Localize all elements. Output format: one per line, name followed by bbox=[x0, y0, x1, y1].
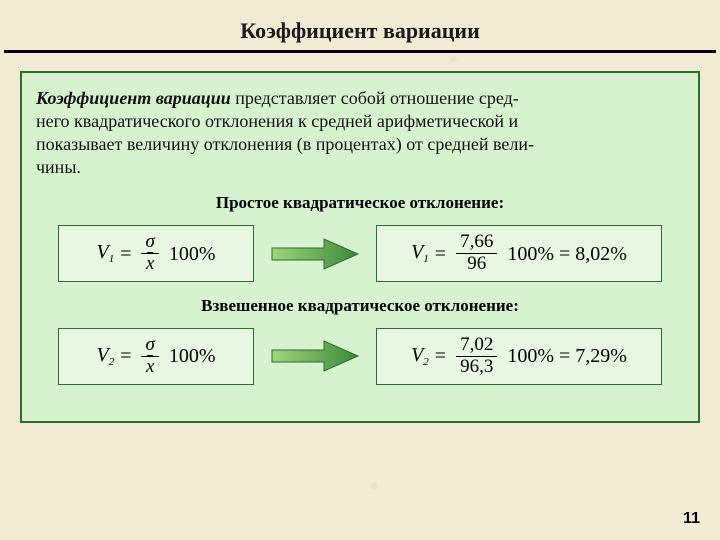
section1-heading: Простое квадратическое отклонение: bbox=[36, 193, 684, 213]
section2-row: V2 = σ x 100% V2 = bbox=[58, 328, 662, 385]
definition-line4: чины. bbox=[36, 157, 81, 177]
equals-sign: = bbox=[435, 244, 446, 264]
arrow-icon bbox=[270, 236, 360, 272]
v1-symbol-r: V1 bbox=[411, 242, 429, 265]
tail-result: 100% = 8,02% bbox=[507, 244, 627, 264]
definition-term: Коэффициент вариации bbox=[36, 88, 231, 108]
v2-symbol: V2 bbox=[96, 345, 114, 368]
sigma-over-xbar: σ x bbox=[141, 232, 158, 275]
equals-sign: = bbox=[435, 346, 446, 366]
tail-100pct-2: 100% bbox=[169, 346, 216, 366]
definition-line2: него квадратического отклонения к средне… bbox=[36, 111, 518, 131]
tail-result-2: 100% = 7,29% bbox=[507, 346, 627, 366]
equals-sign: = bbox=[120, 346, 131, 366]
content-panel: Коэффициент вариации представляет собой … bbox=[20, 71, 700, 423]
sigma-over-xbar-2: σ x bbox=[141, 335, 158, 378]
page-number: 11 bbox=[683, 510, 700, 528]
arrow-icon bbox=[270, 338, 360, 374]
equals-sign: = bbox=[120, 244, 131, 264]
section1-formula-symbolic: V1 = σ x 100% bbox=[58, 225, 254, 282]
tail-100pct: 100% bbox=[169, 244, 216, 264]
section1-row: V1 = σ x 100% V1 = bbox=[58, 225, 662, 282]
section2-formula-symbolic: V2 = σ x 100% bbox=[58, 328, 254, 385]
definition-line1: представляет собой отношение сред- bbox=[231, 88, 519, 108]
fraction-7-66-96: 7,66 96 bbox=[456, 232, 497, 275]
section2-formula-numeric: V2 = 7,02 96,3 100% = 7,29% bbox=[376, 328, 662, 385]
section2-heading: Взвешенное квадратическое отклонение: bbox=[36, 296, 684, 316]
v1-symbol: V1 bbox=[96, 242, 114, 265]
v2-symbol-r: V2 bbox=[411, 345, 429, 368]
definition-paragraph: Коэффициент вариации представляет собой … bbox=[36, 87, 684, 179]
definition-line3: показывает величину отклонения (в процен… bbox=[36, 134, 534, 154]
page-title: Коэффициент вариации bbox=[0, 0, 720, 50]
title-rule bbox=[4, 50, 716, 53]
fraction-7-02-96-3: 7,02 96,3 bbox=[456, 335, 497, 378]
section1-formula-numeric: V1 = 7,66 96 100% = 8,02% bbox=[376, 225, 662, 282]
